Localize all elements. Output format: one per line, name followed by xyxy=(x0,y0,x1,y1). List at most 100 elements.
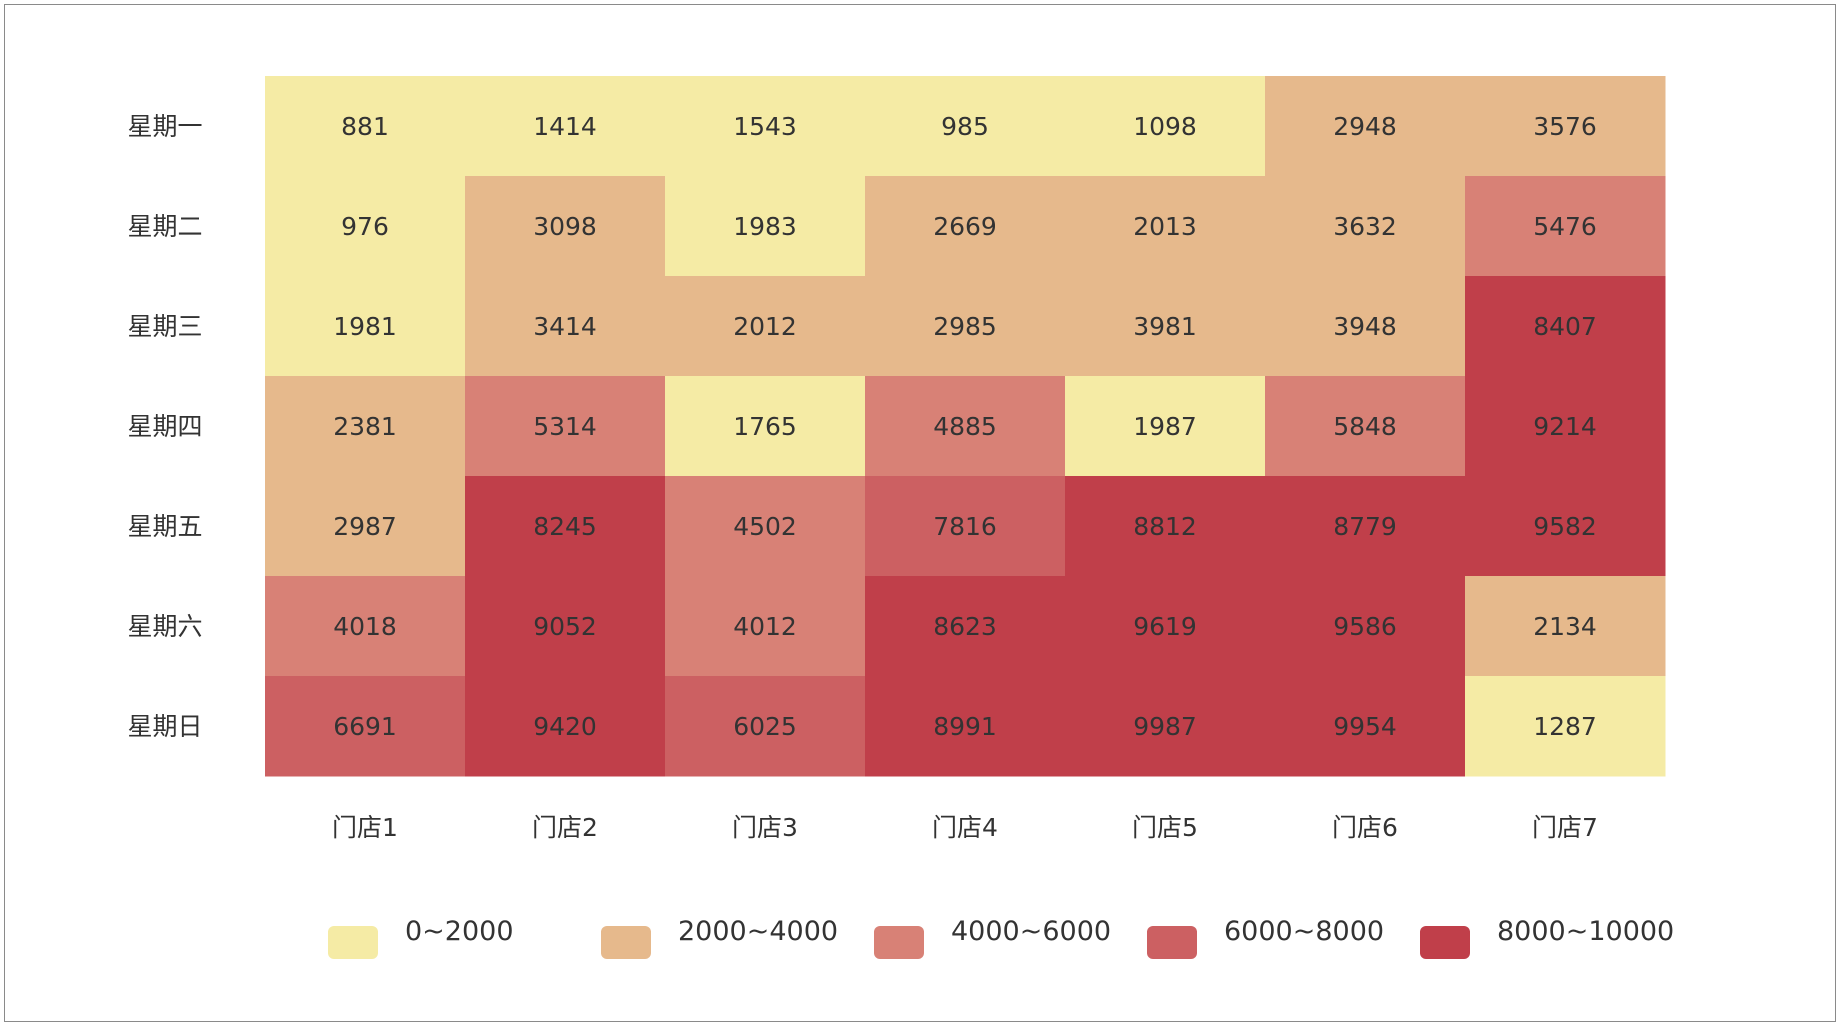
heatmap-cell xyxy=(265,576,466,677)
cell-value-label: 1981 xyxy=(333,312,397,341)
heatmap-cell xyxy=(1265,676,1466,777)
legend-swatch[interactable] xyxy=(1147,926,1197,959)
heatmap-cell xyxy=(465,676,666,777)
heatmap-cell xyxy=(865,276,1066,377)
heatmap-cell xyxy=(1465,176,1666,277)
heatmap-cell xyxy=(1065,476,1266,577)
cell-value-label: 4018 xyxy=(333,612,397,641)
x-axis: 门店1 门店2 门店3 门店4 门店5 门店6 门店7 xyxy=(332,813,1598,842)
heatmap-cell xyxy=(665,376,866,477)
heatmap-cell xyxy=(1065,376,1266,477)
cell-value-label: 9420 xyxy=(533,712,597,741)
heatmap-cell xyxy=(1065,276,1266,377)
heatmap-cell xyxy=(265,276,466,377)
cell-value-label: 6691 xyxy=(333,712,397,741)
legend-swatch[interactable] xyxy=(328,926,378,959)
heatmap-cell xyxy=(665,576,866,677)
cell-value-label: 3414 xyxy=(533,312,597,341)
cell-value-label: 4012 xyxy=(733,612,797,641)
heatmap-cell xyxy=(865,476,1066,577)
heatmap-cell xyxy=(1465,276,1666,377)
cell-value-label: 5476 xyxy=(1533,212,1597,241)
cell-value-label: 8623 xyxy=(933,612,997,641)
cell-value-label: 9214 xyxy=(1533,412,1597,441)
heatmap-cell xyxy=(665,276,866,377)
heatmap-cell-labels: 881 1414 1543 985 1098 2948 3576 976 3098 1983 266… xyxy=(333,112,1597,741)
cell-value-label: 2134 xyxy=(1533,612,1597,641)
cell-value-label: 1983 xyxy=(733,212,797,241)
heatmap-cell xyxy=(465,476,666,577)
cell-value-label: 9954 xyxy=(1333,712,1397,741)
legend-label[interactable]: 2000~4000 xyxy=(678,916,838,947)
heatmap-cell xyxy=(665,176,866,277)
heatmap-cell xyxy=(1265,76,1466,177)
heatmap-cell xyxy=(465,176,666,277)
legend-label[interactable]: 4000~6000 xyxy=(951,916,1111,947)
legend-swatch[interactable] xyxy=(601,926,651,959)
x-tick-label: 门店2 xyxy=(532,813,598,842)
legend-label[interactable]: 8000~10000 xyxy=(1497,916,1674,947)
heatmap-cell xyxy=(1265,176,1466,277)
y-tick-label: 星期五 xyxy=(127,512,202,541)
heatmap-cell xyxy=(1465,376,1666,477)
legend-label[interactable]: 0~2000 xyxy=(405,916,514,947)
cell-value-label: 5848 xyxy=(1333,412,1397,441)
cell-value-label: 9586 xyxy=(1333,612,1397,641)
cell-value-label: 4502 xyxy=(733,512,797,541)
cell-value-label: 1765 xyxy=(733,412,797,441)
cell-value-label: 3098 xyxy=(533,212,597,241)
cell-value-label: 2012 xyxy=(733,312,797,341)
heatmap-cell xyxy=(1465,76,1666,177)
heatmap-cell xyxy=(865,176,1066,277)
cell-value-label: 8812 xyxy=(1133,512,1197,541)
cell-value-label: 8991 xyxy=(933,712,997,741)
cell-value-label: 9582 xyxy=(1533,512,1597,541)
y-tick-label: 星期一 xyxy=(127,112,202,141)
heatmap-cell xyxy=(1065,76,1266,177)
cell-value-label: 2987 xyxy=(333,512,397,541)
heatmap-cell xyxy=(265,76,466,177)
cell-value-label: 1987 xyxy=(1133,412,1197,441)
heatmap-cell xyxy=(665,676,866,777)
cell-value-label: 3948 xyxy=(1333,312,1397,341)
cell-value-label: 9619 xyxy=(1133,612,1197,641)
legend-swatch[interactable] xyxy=(1420,926,1470,959)
x-tick-label: 门店5 xyxy=(1132,813,1198,842)
x-tick-label: 门店7 xyxy=(1532,813,1598,842)
x-tick-label: 门店6 xyxy=(1332,813,1398,842)
heatmap-cell xyxy=(1465,576,1666,677)
cell-value-label: 8779 xyxy=(1333,512,1397,541)
cell-value-label: 1098 xyxy=(1133,112,1197,141)
cell-value-label: 1287 xyxy=(1533,712,1597,741)
x-tick-label: 门店3 xyxy=(732,813,798,842)
heatmap-cell xyxy=(1065,576,1266,677)
heatmap-cell xyxy=(665,76,866,177)
heatmap-cell xyxy=(1265,376,1466,477)
cell-value-label: 976 xyxy=(341,212,389,241)
legend-swatch[interactable] xyxy=(874,926,924,959)
y-tick-label: 星期三 xyxy=(127,312,202,341)
cell-value-label: 2948 xyxy=(1333,112,1397,141)
cell-value-label: 1414 xyxy=(533,112,597,141)
cell-value-label: 6025 xyxy=(733,712,797,741)
heatmap-cell xyxy=(265,176,466,277)
heatmap-cell xyxy=(1465,676,1666,777)
heatmap-cell xyxy=(865,376,1066,477)
y-tick-label: 星期六 xyxy=(127,612,202,641)
heatmap-cells xyxy=(265,76,1666,777)
x-tick-label: 门店1 xyxy=(332,813,398,842)
heatmap-cell xyxy=(465,276,666,377)
cell-value-label: 9987 xyxy=(1133,712,1197,741)
cell-value-label: 7816 xyxy=(933,512,997,541)
legend-label[interactable]: 6000~8000 xyxy=(1224,916,1384,947)
cell-value-label: 3576 xyxy=(1533,112,1597,141)
heatmap-cell xyxy=(1265,576,1466,677)
x-tick-label: 门店4 xyxy=(932,813,998,842)
heatmap-cell xyxy=(465,376,666,477)
cell-value-label: 2013 xyxy=(1133,212,1197,241)
cell-value-label: 2985 xyxy=(933,312,997,341)
heatmap-cell xyxy=(1065,676,1266,777)
legend: 0~2000 2000~4000 4000~6000 6000~8000 8000~10… xyxy=(328,916,1674,959)
heatmap-cell xyxy=(265,476,466,577)
